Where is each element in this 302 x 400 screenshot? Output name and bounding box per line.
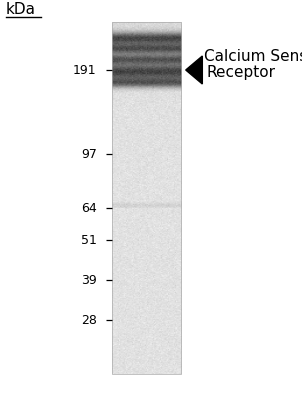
Text: Receptor: Receptor xyxy=(207,65,276,80)
Polygon shape xyxy=(186,56,202,84)
Text: Calcium Sensing: Calcium Sensing xyxy=(204,49,302,64)
Text: 64: 64 xyxy=(81,202,97,214)
Text: kDa: kDa xyxy=(6,2,36,18)
Bar xyxy=(112,22,181,374)
Text: 97: 97 xyxy=(81,148,97,160)
Text: 39: 39 xyxy=(81,274,97,286)
Text: 28: 28 xyxy=(81,314,97,326)
Text: 191: 191 xyxy=(73,64,97,76)
Text: 51: 51 xyxy=(81,234,97,246)
